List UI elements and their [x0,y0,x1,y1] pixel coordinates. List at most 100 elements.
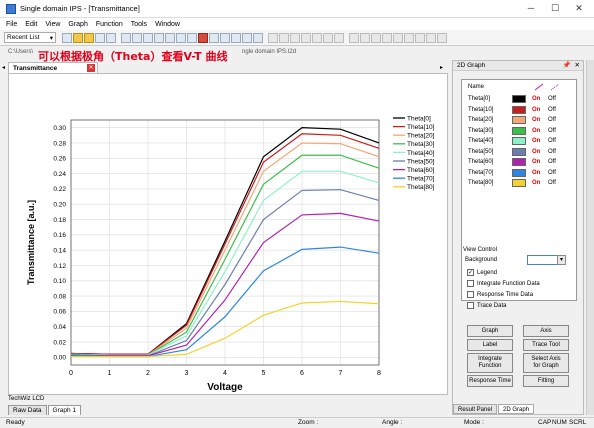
series-row[interactable]: Theta[60] On Off [462,157,578,167]
new-file-icon[interactable] [62,32,72,43]
series-row[interactable]: Theta[80] On Off [462,178,578,188]
line-on-toggle[interactable]: On [532,180,541,186]
integrate-function-button[interactable]: Integrate Function [467,353,513,373]
checkbox-box[interactable] [467,291,474,298]
zoom-tool-icon[interactable] [334,32,344,43]
tool-h-icon[interactable] [437,32,447,43]
save-all-icon[interactable] [106,32,116,43]
pointer-icon[interactable] [268,32,278,43]
marker-off-toggle[interactable]: Off [548,159,556,165]
result-icon[interactable] [220,32,230,43]
tool-g-icon[interactable] [426,32,436,43]
tool-e-icon[interactable] [404,32,414,43]
menu-edit[interactable]: Edit [25,20,38,28]
grid-icon[interactable] [132,32,142,43]
measure-tool-icon[interactable] [323,32,333,43]
line-on-toggle[interactable]: On [532,127,541,134]
checkbox-option[interactable]: ✓ Legend [467,269,497,276]
close-button[interactable]: ✕ [575,2,583,13]
optical-icon[interactable] [209,32,219,43]
tool-a-icon[interactable] [360,32,370,43]
menu-graph[interactable]: Graph [68,20,88,28]
series-row[interactable]: Theta[20] On Off [462,115,578,125]
tool-d-icon[interactable] [393,32,403,43]
recent-list-combo[interactable]: Recent List ▾ [4,32,56,43]
series-row[interactable]: Theta[30] On Off [462,126,578,136]
tab-raw-data[interactable]: Raw Data [8,405,47,415]
menu-window[interactable]: Window [155,20,180,28]
pin-icon[interactable]: 📌 [562,62,571,69]
calculate-icon[interactable] [187,32,197,43]
structure-icon[interactable] [154,32,164,43]
marker-off-toggle[interactable]: Off [548,127,556,134]
checkbox-box[interactable] [467,302,474,309]
window-icon[interactable] [231,32,241,43]
panel-scrollbar[interactable] [586,60,594,415]
layout-icon[interactable] [121,32,131,43]
axis-button[interactable]: Axis [523,325,569,337]
scale-tool-icon[interactable] [312,32,322,43]
marker-off-toggle[interactable]: Off [548,138,556,144]
save-icon[interactable] [95,32,105,43]
tab-scroll-left-icon[interactable]: ◂ [2,65,6,71]
marker-off-toggle[interactable]: Off [548,180,556,186]
series-color-swatch[interactable] [512,158,526,166]
table-icon[interactable] [253,32,263,43]
select-axis-button[interactable]: Select Axis for Graph [523,353,569,373]
panel-close-icon[interactable]: ✕ [574,62,580,69]
series-row[interactable]: Theta[10] On Off [462,105,578,115]
series-row[interactable]: Theta[40] On Off [462,136,578,146]
hand-tool-icon[interactable] [349,32,359,43]
open-project-icon[interactable] [84,32,94,43]
series-color-swatch[interactable] [512,116,526,124]
series-color-swatch[interactable] [512,179,526,187]
checkbox-option[interactable]: Integrate Function Data [467,280,540,287]
marker-off-toggle[interactable]: Off [548,148,556,155]
menu-tools[interactable]: Tools [130,20,148,28]
chevron-down-icon[interactable]: ▾ [557,255,566,265]
line-on-toggle[interactable]: On [532,138,541,144]
tool-c-icon[interactable] [382,32,392,43]
tab-2d-graph[interactable]: 2D Graph [498,404,535,414]
series-color-swatch[interactable] [512,95,526,103]
rubbing-icon[interactable] [165,32,175,43]
line-on-toggle[interactable]: On [532,148,541,155]
checkbox-box[interactable] [467,280,474,287]
label-button[interactable]: Label [467,339,513,351]
fitting-button[interactable]: Fitting [523,375,569,387]
line-on-toggle[interactable]: On [532,96,541,102]
open-folder-icon[interactable] [73,32,83,43]
panel-icon[interactable] [242,32,252,43]
graph-button[interactable]: Graph [467,325,513,337]
tab-result-panel[interactable]: Result Panel [453,404,498,414]
line-tool-icon[interactable] [279,32,289,43]
checkbox-box[interactable]: ✓ [467,269,474,276]
trace-tool-button[interactable]: Trace Tool [523,339,569,351]
run-icon[interactable] [198,32,208,43]
electrode-icon[interactable] [176,32,186,43]
series-row[interactable]: Theta[50] On Off [462,147,578,157]
tool-b-icon[interactable] [371,32,381,43]
tab-scroll-right-icon[interactable]: ▸ [440,65,444,71]
series-color-swatch[interactable] [512,137,526,145]
move-tool-icon[interactable] [290,32,300,43]
menu-view[interactable]: View [45,20,61,28]
line-on-toggle[interactable]: On [532,169,541,176]
checkbox-option[interactable]: Response Time Data [467,291,533,298]
response-time-button[interactable]: Response Time [467,375,513,387]
series-color-swatch[interactable] [512,147,526,156]
marker-off-toggle[interactable]: Off [548,106,556,113]
minimize-button[interactable]: ─ [527,3,535,13]
series-color-swatch[interactable] [512,168,526,177]
menu-file[interactable]: File [6,20,18,28]
close-tab-icon[interactable]: ✕ [87,64,95,72]
rotate-tool-icon[interactable] [301,32,311,43]
marker-off-toggle[interactable]: Off [548,96,556,102]
marker-off-toggle[interactable]: Off [548,169,556,176]
line-on-toggle[interactable]: On [532,159,541,165]
line-on-toggle[interactable]: On [532,106,541,113]
cell-icon[interactable] [143,32,153,43]
marker-off-toggle[interactable]: Off [548,117,556,123]
tab-graph-1[interactable]: Graph 1 [47,405,82,415]
series-color-swatch[interactable] [512,126,526,135]
